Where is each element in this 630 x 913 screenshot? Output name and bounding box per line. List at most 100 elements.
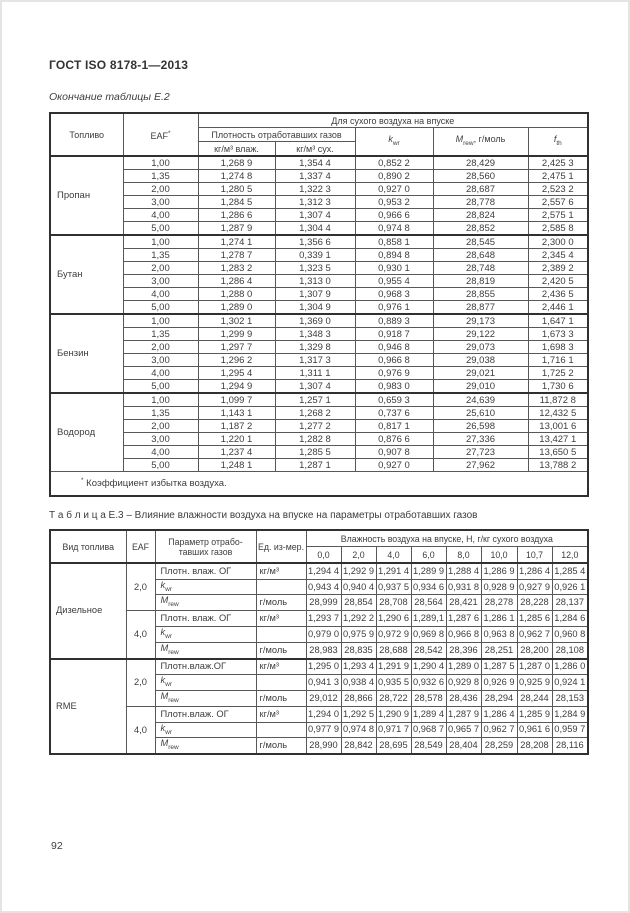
value-cell: 1,329 8 [274, 340, 356, 354]
value-cell: 0,943 4 [305, 578, 342, 596]
value-cell: 1,248 1 [197, 458, 276, 472]
eaf-value-cell: 2,00 [122, 419, 199, 433]
value-cell: 29,010 [432, 379, 529, 394]
value-cell: 0,937 5 [375, 578, 412, 596]
param-label-cell: Mrew [154, 594, 257, 612]
table-row: 4,00 1,288 0 1,307 9 0,968 3 28,855 2,436 5 [50, 287, 589, 301]
param-symbol: M [160, 738, 169, 749]
value-cell: 0,977 9 [305, 721, 342, 739]
table-row: 5,00 1,289 0 1,304 9 0,976 1 28,877 2,446 1 [50, 300, 589, 315]
value-cell: 1,356 6 [274, 234, 356, 249]
value-cell: 28,877 [432, 300, 529, 315]
fuel-name-cell: Пропан [49, 155, 124, 236]
value-cell: 0,953 2 [354, 195, 434, 209]
table-row: 4,00 1,237 4 1,285 5 0,907 8 27,723 13,650 5 [50, 445, 589, 459]
humidity-col-5: 10,0 [480, 546, 518, 564]
footnote-cell: * Коэффициент избытка воздуха. [49, 471, 589, 497]
table-row: kwr 0,943 4 0,940 4 0,937 5 0,934 6 0,931 8 0,… [50, 578, 589, 596]
unit-cell: кг/м³ [255, 610, 307, 627]
value-cell: 0,966 6 [354, 208, 434, 222]
value-cell: 0,928 9 [480, 578, 518, 596]
value-cell: 28,153 [551, 690, 589, 707]
param-symbol: k [160, 626, 166, 637]
value-cell: 29,173 [432, 313, 529, 328]
value-cell: 1,287 0 [516, 657, 553, 676]
value-cell: 29,021 [432, 366, 529, 380]
col-header-param: Параметр отрабо-тавших газов [154, 529, 257, 564]
eaf-value-cell: 3,00 [122, 195, 199, 209]
value-cell: 28,116 [551, 737, 589, 755]
value-cell: 2,575 1 [527, 208, 589, 222]
mrew-unit: , г/моль [473, 134, 506, 145]
value-cell: 1,313 0 [274, 274, 356, 288]
table-row: 1,35 1,143 1 1,268 2 0,737 6 25,610 12,432 5 [50, 406, 589, 420]
value-cell: 0,976 9 [354, 366, 434, 380]
value-cell: 1,285 5 [274, 445, 356, 459]
humidity-col-1: 2,0 [340, 546, 377, 564]
value-cell: 0,889 3 [354, 313, 434, 328]
value-cell: 2,557 6 [527, 195, 589, 209]
eaf-value-cell: 1,35 [122, 248, 199, 262]
unit-cell [255, 721, 307, 739]
col-header-wet: кг/м³ влаж. [197, 141, 276, 157]
param-symbol-subscript: rew [168, 648, 179, 656]
mrew-subscript: rew [463, 139, 474, 147]
value-cell: 13,001 6 [527, 419, 589, 433]
value-cell: 2,585 8 [527, 221, 589, 236]
table-row: Бутан 1,00 1,274 1 1,356 6 0,858 1 28,545 2,30… [49, 234, 589, 315]
table-e2-caption: Окончание таблицы Е.2 [49, 91, 170, 103]
value-cell: 0,934 6 [410, 578, 447, 596]
kwr-symbol: k [388, 134, 393, 145]
value-cell: 28,564 [410, 594, 447, 612]
value-cell: 28,251 [480, 641, 518, 660]
value-cell: 0,924 1 [551, 674, 589, 692]
value-cell: 1,099 7 [197, 392, 276, 407]
eaf-value-cell: 4,00 [122, 366, 199, 380]
table-row: kwr 0,979 0 0,975 9 0,972 9 0,969 8 0,966 8 0,… [50, 625, 589, 643]
param-label-cell: kwr [154, 578, 257, 596]
value-cell: 0,817 1 [354, 419, 434, 433]
unit-cell [255, 578, 307, 596]
value-cell: 0,935 5 [375, 674, 412, 692]
value-cell: 1,285 4 [551, 561, 589, 580]
value-cell: 29,122 [432, 327, 529, 341]
value-cell: 1,286 9 [480, 561, 518, 580]
value-cell: 0,974 8 [354, 221, 434, 236]
value-cell: 28,835 [340, 641, 377, 660]
param-label-cell: kwr [154, 674, 257, 692]
unit-cell: г/моль [255, 594, 307, 612]
value-cell: 1,237 4 [197, 445, 276, 459]
value-cell: 1,716 1 [527, 353, 589, 367]
table-row: 4,00 1,286 6 1,307 4 0,966 6 28,824 2,575 1 [50, 208, 589, 222]
value-cell: 1,283 2 [197, 261, 276, 275]
value-cell: 1,369 0 [274, 313, 356, 328]
value-cell: 28,108 [551, 641, 589, 660]
humidity-col-6: 10,7 [516, 546, 553, 564]
value-cell: 1,287 9 [197, 221, 276, 236]
value-cell: 1,143 1 [197, 406, 276, 420]
value-cell: 1,307 9 [274, 287, 356, 301]
table-e3: Вид топлива EAF Параметр отрабо-тавших г… [49, 529, 590, 756]
humidity-col-4: 8,0 [445, 546, 482, 564]
fth-subscript: th [556, 139, 562, 147]
value-cell: 0,962 7 [480, 721, 518, 739]
value-cell: 1,280 5 [197, 182, 276, 196]
value-cell: 0,974 8 [340, 721, 377, 739]
value-cell: 27,962 [432, 458, 529, 472]
value-cell: 1,286 4 [197, 274, 276, 288]
unit-cell [255, 674, 307, 692]
table-e2: Топливо EAF* Для сухого воздуха на впуск… [49, 112, 590, 498]
value-cell: 0,894 8 [354, 248, 434, 262]
value-cell: 28,708 [375, 594, 412, 612]
col-header-mrew: Mrew, г/моль [432, 127, 529, 157]
value-cell: 0,940 4 [340, 578, 377, 596]
value-cell: 28,436 [445, 690, 482, 707]
param-label-cell: Плотн.влаж. ОГ [154, 705, 257, 723]
table-row: 2,00 1,297 7 1,329 8 0,946 8 29,073 1,698 3 [50, 340, 589, 354]
value-cell: 1,307 4 [274, 208, 356, 222]
table-row: Mrew г/моль 29,012 28,866 28,722 28,578 28,436… [50, 690, 589, 707]
eaf-value-cell: 2,00 [122, 340, 199, 354]
value-cell: 0,962 7 [516, 625, 553, 643]
value-cell: 29,073 [432, 340, 529, 354]
value-cell: 28,208 [516, 737, 553, 755]
